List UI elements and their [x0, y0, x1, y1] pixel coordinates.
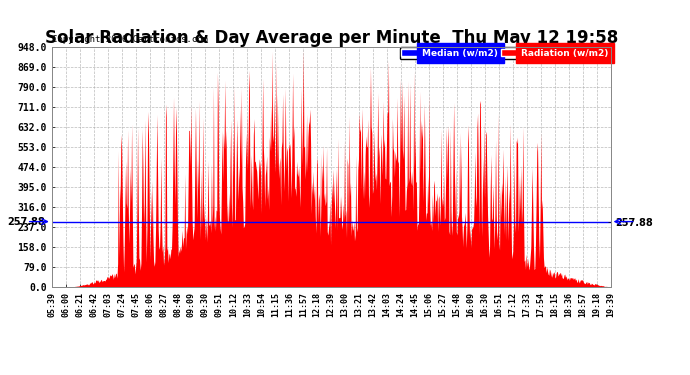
Text: Copyright 2016 Cartronics.com: Copyright 2016 Cartronics.com: [52, 36, 208, 45]
Text: 257.88: 257.88: [7, 217, 45, 226]
Title: Solar Radiation & Day Average per Minute  Thu May 12 19:58: Solar Radiation & Day Average per Minute…: [45, 29, 618, 47]
Legend: Median (w/m2), Radiation (w/m2): Median (w/m2), Radiation (w/m2): [400, 47, 611, 60]
